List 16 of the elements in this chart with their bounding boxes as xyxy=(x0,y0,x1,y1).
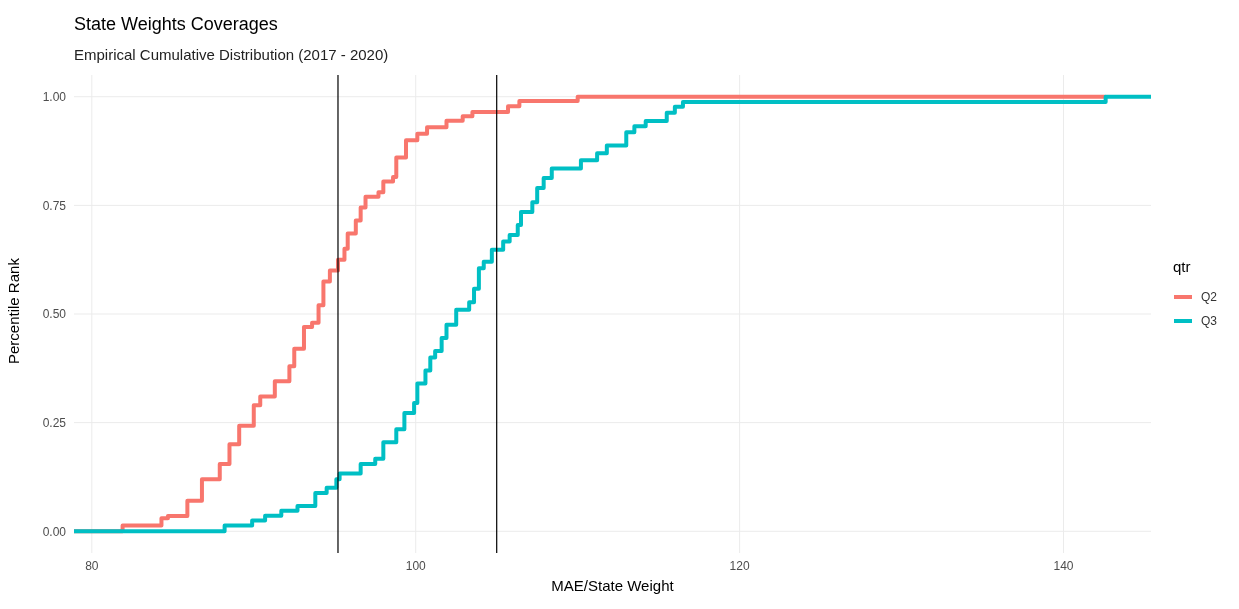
x-tick-label: 80 xyxy=(85,558,99,573)
y-tick-label: 0.75 xyxy=(42,198,67,213)
x-tick-label: 120 xyxy=(729,558,750,573)
chart-title: State Weights Coverages xyxy=(74,14,278,35)
legend-title: qtr xyxy=(1173,258,1192,275)
y-tick-label: 0.00 xyxy=(42,524,67,539)
y-tick-label: 1.00 xyxy=(42,89,67,104)
y-tick-label: 0.50 xyxy=(42,307,67,322)
x-axis-title: MAE/State Weight xyxy=(551,577,675,594)
y-axis-title: Percentile Rank xyxy=(5,257,23,364)
legend-label: Q2 xyxy=(1201,290,1218,304)
y-tick-label: 0.25 xyxy=(42,415,67,430)
x-tick-label: 100 xyxy=(405,558,427,573)
x-tick-label: 140 xyxy=(1053,558,1074,573)
chart-subtitle: Empirical Cumulative Distribution (2017 - 2020) xyxy=(74,46,389,63)
legend-label: Q3 xyxy=(1201,314,1218,328)
